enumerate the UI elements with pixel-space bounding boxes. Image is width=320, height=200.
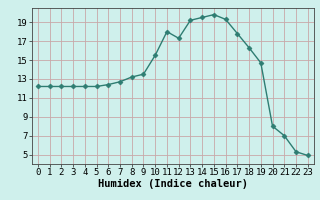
X-axis label: Humidex (Indice chaleur): Humidex (Indice chaleur) [98,179,248,189]
